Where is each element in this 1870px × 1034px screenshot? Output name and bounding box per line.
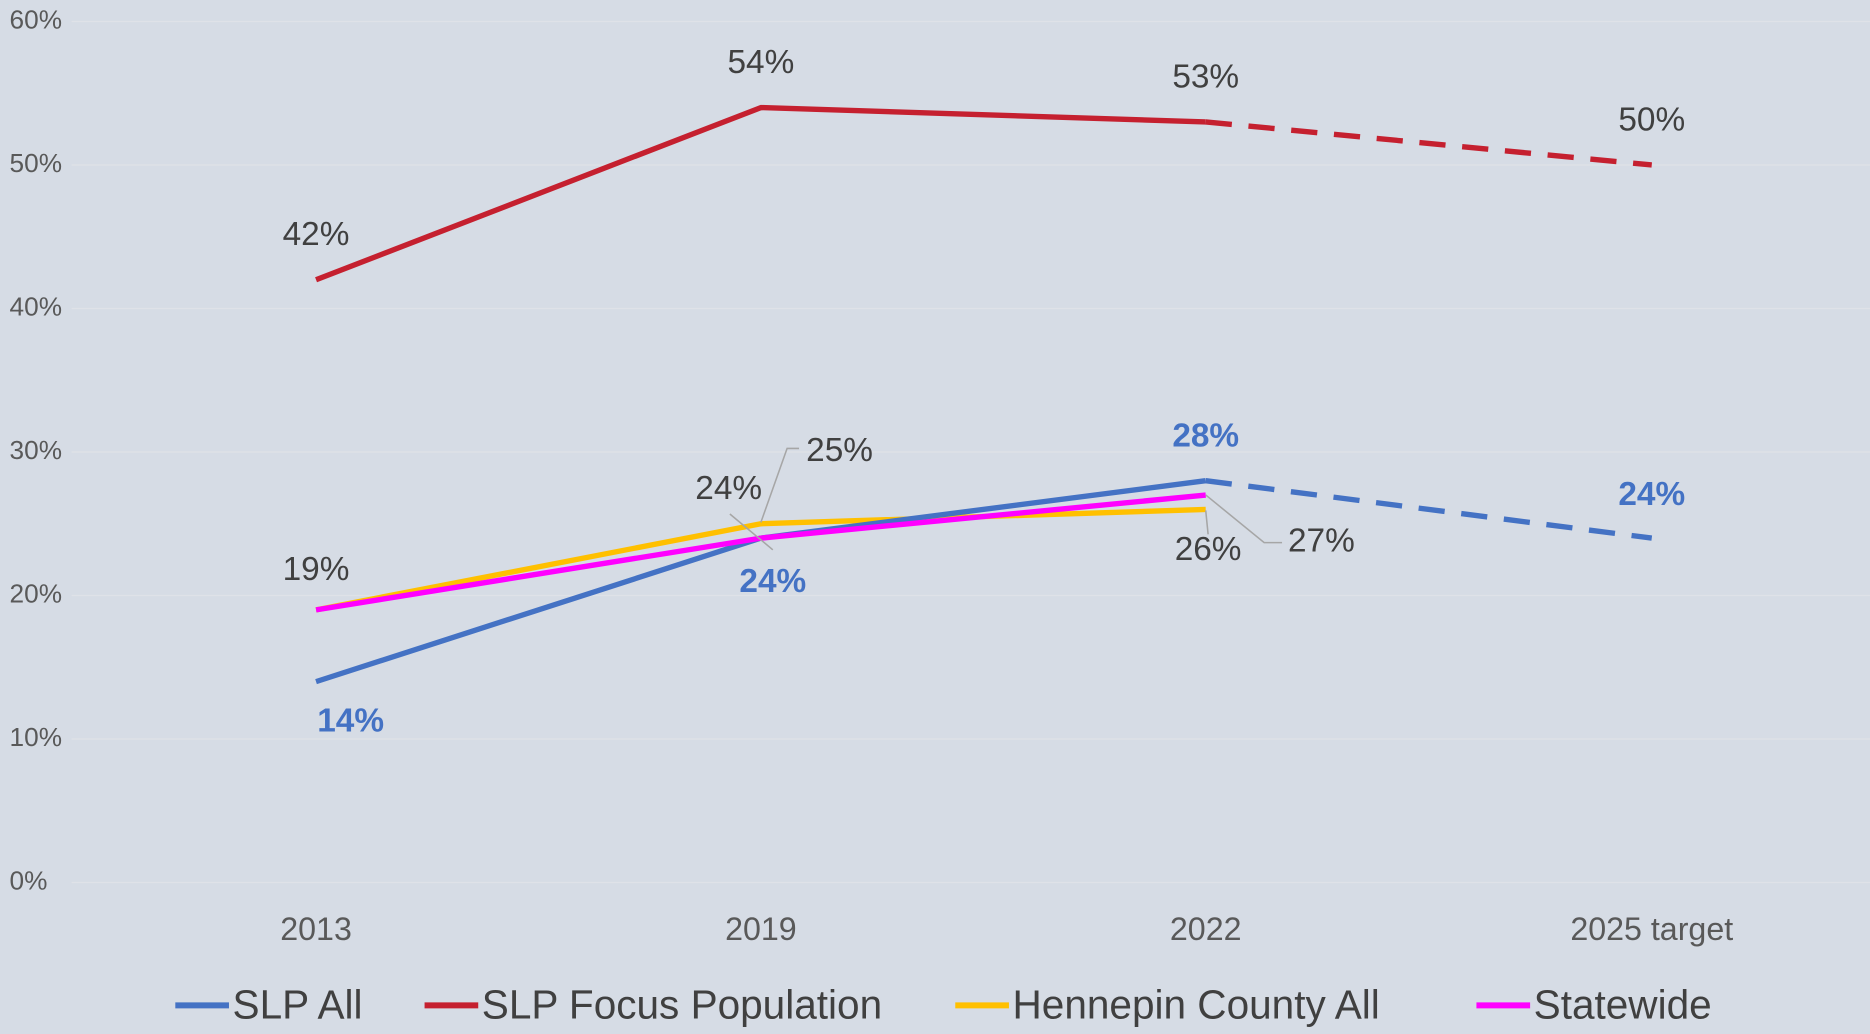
- data-label: 50%: [1618, 101, 1685, 138]
- data-label: 25%: [806, 432, 873, 469]
- data-label: 24%: [739, 563, 806, 600]
- data-label: 42%: [283, 216, 350, 253]
- legend-label: SLP All: [233, 981, 363, 1027]
- leader-line: [729, 513, 774, 551]
- data-label: 26%: [1175, 531, 1242, 568]
- data-label: 53%: [1172, 59, 1239, 96]
- data-label: 54%: [727, 44, 794, 81]
- x-tick-label: 2022: [1170, 911, 1242, 947]
- leader-line: [1205, 494, 1283, 544]
- series-line: [315, 104, 1206, 283]
- y-tick-label: 40%: [10, 291, 62, 321]
- y-tick-label: 20%: [10, 578, 62, 608]
- y-tick-label: 0%: [10, 865, 48, 895]
- legend-label: SLP Focus Population: [482, 981, 882, 1027]
- y-tick-label: 50%: [10, 148, 62, 178]
- y-tick-label: 30%: [10, 435, 62, 465]
- data-label: 28%: [1172, 418, 1239, 455]
- y-tick-label: 60%: [10, 4, 62, 34]
- y-tick-label: 10%: [10, 722, 62, 752]
- data-label: 24%: [1618, 476, 1685, 513]
- series-line: [315, 492, 1206, 613]
- series-line: [315, 506, 1206, 613]
- x-tick-label: 2019: [725, 911, 797, 947]
- x-tick-label: 2025 target: [1570, 911, 1733, 947]
- legend-label: Statewide: [1534, 981, 1712, 1027]
- data-label: 24%: [695, 470, 762, 507]
- data-label: 14%: [317, 703, 384, 740]
- data-label: 19%: [283, 551, 350, 588]
- target-line: [1205, 119, 1653, 168]
- data-label: 27%: [1288, 522, 1355, 559]
- x-tick-label: 2013: [280, 911, 352, 947]
- leader-line: [760, 447, 800, 523]
- target-line: [1205, 478, 1653, 541]
- legend-label: Hennepin County All: [1013, 981, 1380, 1027]
- leader-line: [1204, 510, 1209, 535]
